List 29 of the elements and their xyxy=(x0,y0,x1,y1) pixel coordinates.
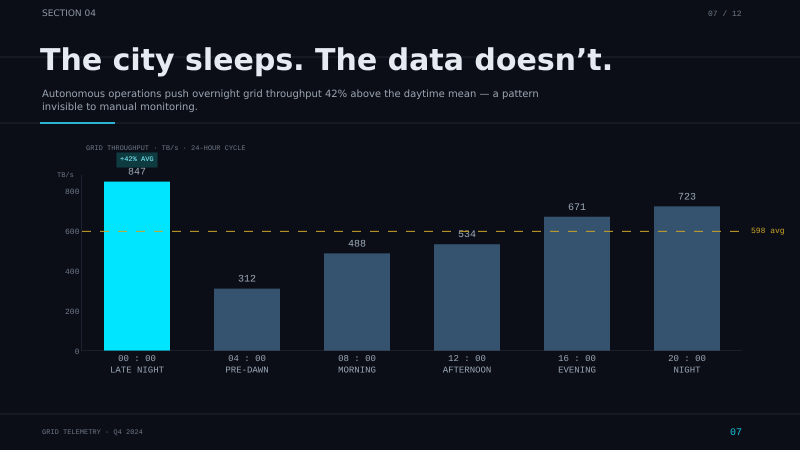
ref-line-label: 598 avg xyxy=(751,227,785,236)
text: SECTION 04 xyxy=(42,9,96,19)
data-label: 671 xyxy=(568,202,586,214)
x-tick-label: 04 : 00 PRE-DAWN xyxy=(225,354,269,376)
y-tick-label: 0 xyxy=(74,348,80,357)
text: 07 xyxy=(730,428,742,439)
y-tick-label: 200 xyxy=(64,308,80,317)
bar xyxy=(104,182,170,351)
y-tick-label: 800 xyxy=(64,188,80,197)
data-label: 723 xyxy=(678,192,696,204)
data-label: 534 xyxy=(458,230,476,242)
x-tick-label: 20 : 00 NIGHT xyxy=(668,354,706,376)
chart-subtitle: Autonomous operations push overnight grid throughput 42% above the daytime mean — a pattern invisible to manual monitoring. xyxy=(42,89,539,113)
data-label: 847 xyxy=(128,168,146,179)
text: 07 / 12 xyxy=(708,10,742,19)
chart-title: The city sleeps. The data doesn’t. xyxy=(40,43,614,78)
bar xyxy=(214,288,280,351)
bar xyxy=(544,216,610,351)
x-tick-label: 12 : 00 AFTERNOON xyxy=(442,354,492,376)
x-tick-label: 00 : 00 LATE NIGHT xyxy=(110,354,165,376)
bar xyxy=(434,244,500,351)
data-label: 312 xyxy=(238,274,256,286)
y-tick-label: 400 xyxy=(64,268,80,277)
bar xyxy=(654,206,720,351)
data-label: 488 xyxy=(348,239,366,250)
x-tick-label: 08 : 00 MORNING xyxy=(338,354,376,376)
bar xyxy=(324,253,390,351)
y-tick-label: 600 xyxy=(64,228,80,237)
x-tick-label: 16 : 00 EVENING xyxy=(558,354,596,376)
